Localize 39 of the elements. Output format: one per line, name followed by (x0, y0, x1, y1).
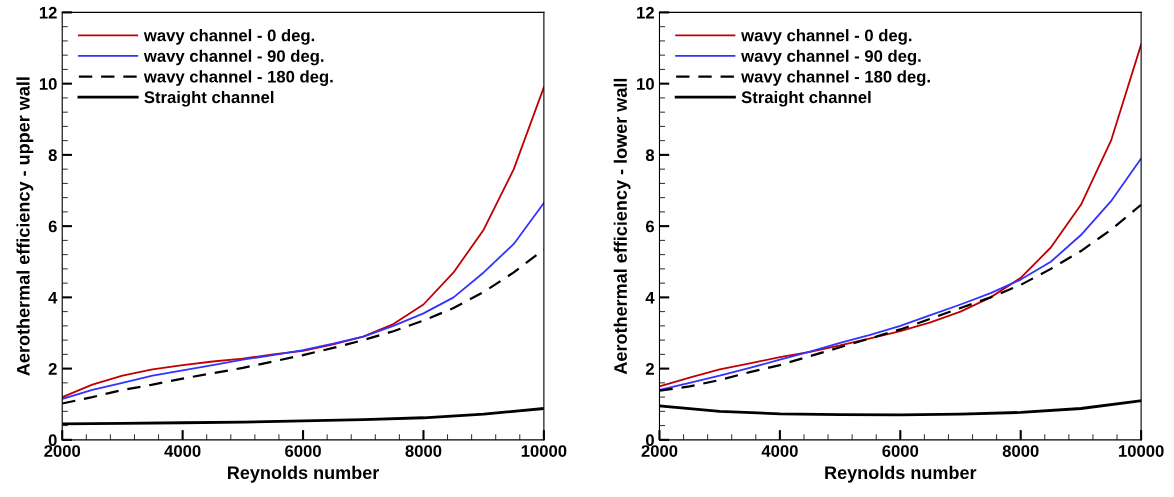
legend-label: wavy channel - 0 deg. (741, 29, 912, 45)
legend-label: wavy channel - 90 deg. (143, 49, 324, 66)
y-axis-title: Aerothermal efficiency - upper wall (16, 77, 34, 376)
x-tick-label: 6000 (285, 445, 321, 457)
x-tick-label: 2000 (641, 445, 678, 457)
y-tick-label: 8 (645, 149, 655, 162)
x-tick-label: 10000 (521, 445, 567, 457)
y-tick-label: 2 (48, 363, 57, 375)
y-tick-label: 10 (39, 78, 57, 90)
x-tick-label: 6000 (882, 445, 919, 457)
y-tick-label: 12 (637, 6, 654, 19)
x-tick-label: 8000 (405, 445, 442, 457)
legend-label: wavy channel - 180 deg. (143, 70, 333, 86)
y-tick-label: 2 (645, 363, 654, 375)
x-tick-label: 8000 (1002, 445, 1039, 457)
x-axis-title: Reynolds number (228, 465, 380, 483)
line-series (62, 86, 544, 399)
y-tick-label: 6 (645, 220, 655, 233)
y-tick-label: 12 (39, 6, 57, 19)
y-tick-label: 0 (646, 434, 654, 447)
legend-label: wavy channel - 180 deg. (741, 70, 930, 86)
y-axis-title: Aerothermal efficiency - lower wall (613, 78, 631, 375)
line-series (659, 157, 1142, 391)
x-tick-label: 2000 (44, 445, 81, 457)
legend-label: Straight channel (144, 90, 274, 107)
x-tick-label: 4000 (761, 445, 798, 457)
x-tick-label: 10000 (1119, 445, 1164, 457)
legend-label: Straight channel (741, 90, 871, 107)
y-tick-label: 4 (645, 291, 655, 304)
x-tick-label: 4000 (164, 445, 201, 457)
y-tick-label: 8 (48, 149, 57, 162)
legend-label: wavy channel - 90 deg. (741, 49, 921, 66)
y-tick-label: 4 (48, 291, 58, 304)
y-tick-label: 6 (48, 220, 57, 233)
y-tick-label: 10 (637, 78, 654, 90)
legend-label: wavy channel - 0 deg. (143, 29, 315, 45)
line-series (62, 202, 544, 400)
y-tick-label: 0 (48, 434, 57, 447)
x-axis-title: Reynolds number (825, 465, 977, 483)
